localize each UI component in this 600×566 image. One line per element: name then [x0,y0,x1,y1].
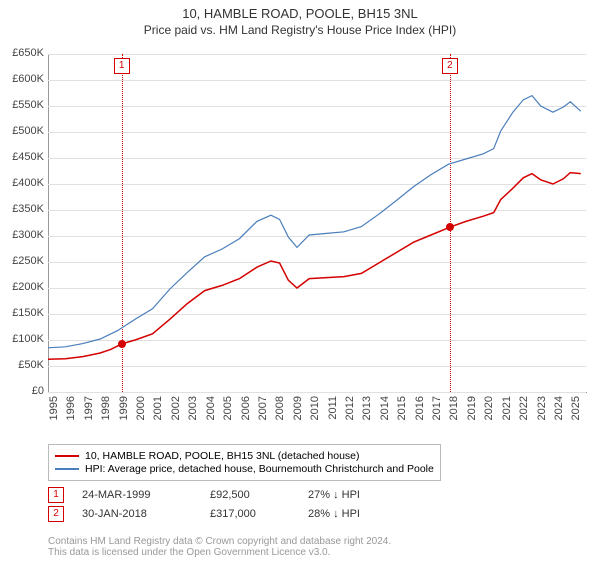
series-hpi [48,96,581,348]
chart-container: 10, HAMBLE ROAD, POOLE, BH15 3NL Price p… [0,6,600,566]
chart-lines [0,6,600,566]
series-price_paid [48,173,581,360]
